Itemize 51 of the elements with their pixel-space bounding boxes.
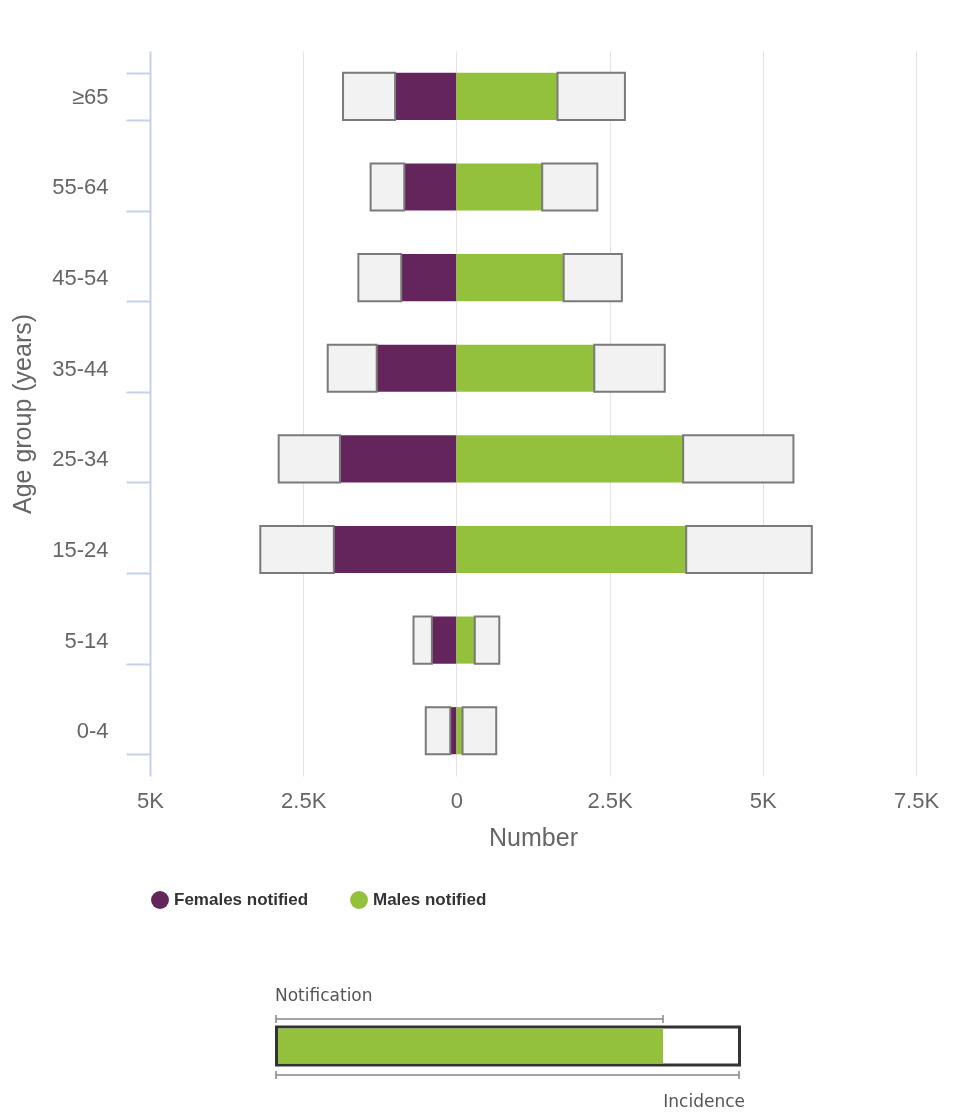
bar (456, 163, 543, 211)
bar (342, 71, 397, 121)
bar (357, 253, 403, 303)
y-tick-label: 55-64 (52, 174, 109, 200)
bar (682, 434, 795, 484)
text: Notification (275, 985, 374, 1005)
bar (259, 524, 335, 574)
bar (456, 254, 564, 302)
bar (369, 162, 406, 212)
bar (473, 615, 501, 665)
y-tick-label: 25-34 (52, 446, 109, 472)
bar (277, 434, 341, 484)
y-tick-label: 15-24 (52, 536, 109, 562)
bar (333, 525, 457, 573)
y-axis-title: Age group (years) (8, 313, 37, 515)
x-axis-title: Number (489, 822, 578, 851)
bar (562, 253, 623, 303)
bar (431, 616, 457, 664)
bar (556, 71, 626, 121)
bar (593, 343, 666, 393)
y-tick-label: 35-44 (52, 355, 109, 381)
y-tick-label: 5-14 (64, 627, 109, 653)
bar (395, 72, 457, 120)
bar (456, 72, 558, 120)
x-tick-label: 2.5K (587, 787, 634, 813)
bar (461, 706, 498, 756)
x-tick-label: 5K (749, 787, 778, 813)
y-tick-label: 0-4 (76, 718, 109, 744)
bar (456, 435, 684, 483)
bar (456, 707, 463, 755)
bar (456, 616, 475, 664)
bar (541, 162, 599, 212)
bar (456, 344, 595, 392)
bar (424, 706, 452, 756)
bar (401, 254, 457, 302)
bar (685, 524, 813, 574)
bar (404, 163, 457, 211)
bar (376, 344, 457, 392)
text: Incidence (662, 1091, 745, 1111)
y-tick-label: 45-54 (52, 265, 109, 291)
x-tick-label: 0 (450, 787, 464, 813)
legend-label: Females notified (174, 890, 309, 910)
x-tick-label: 5K (137, 787, 165, 813)
bar (339, 435, 457, 483)
legend-label: Males notified (373, 890, 487, 910)
y-tick-label: ≥65 (71, 83, 109, 109)
bar (412, 615, 433, 665)
x-tick-label: 7.5K (893, 787, 940, 813)
bar (326, 343, 378, 393)
bar (456, 525, 687, 573)
x-tick-label: 2.5K (281, 787, 327, 813)
